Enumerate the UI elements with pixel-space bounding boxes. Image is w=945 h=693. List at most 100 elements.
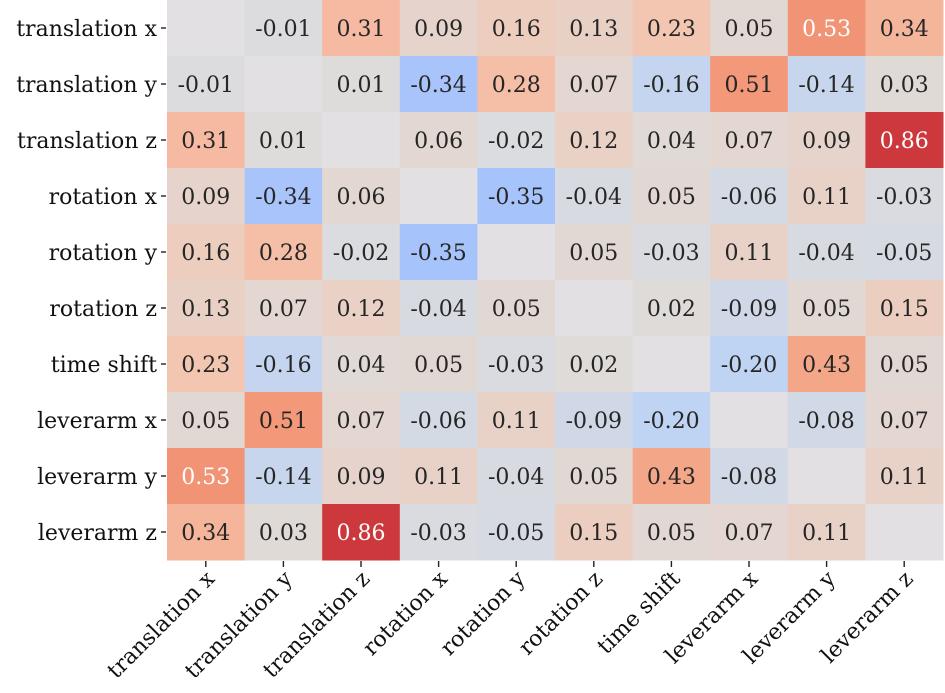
heatmap-cell bbox=[555, 448, 634, 505]
heatmap-cell bbox=[555, 224, 634, 281]
heatmap-cell bbox=[787, 112, 866, 169]
heatmap-cell-value: -0.14 bbox=[255, 465, 311, 490]
heatmap-cell bbox=[477, 280, 556, 337]
heatmap-cell bbox=[787, 336, 866, 393]
heatmap-cell-value: -0.09 bbox=[566, 409, 622, 434]
heatmap-cell-value: 0.05 bbox=[647, 521, 696, 546]
heatmap-cell-value: 0.31 bbox=[181, 129, 230, 154]
x-tick-label: rotation z bbox=[514, 567, 608, 661]
heatmap-cell bbox=[167, 448, 246, 505]
heatmap-cell-value: -0.35 bbox=[410, 241, 466, 266]
heatmap-cell-value: 0.11 bbox=[802, 185, 851, 210]
heatmap-cell bbox=[710, 336, 789, 393]
heatmap-cell bbox=[787, 392, 866, 449]
heatmap-cell bbox=[710, 224, 789, 281]
heatmap-cell-value: 0.05 bbox=[492, 297, 541, 322]
heatmap-cell-value: 0.03 bbox=[259, 521, 308, 546]
heatmap-cell bbox=[167, 112, 246, 169]
heatmap-cell-masked bbox=[322, 112, 401, 169]
heatmap-cell-masked bbox=[865, 504, 944, 561]
heatmap-cell-value: 0.05 bbox=[569, 241, 618, 266]
heatmap-cell-value: 0.05 bbox=[725, 17, 774, 42]
heatmap-cell bbox=[632, 504, 711, 561]
heatmap-cell-value: -0.14 bbox=[798, 73, 854, 98]
heatmap-cell bbox=[477, 0, 556, 57]
heatmap-cell-value: 0.02 bbox=[569, 353, 618, 378]
heatmap-cell-value: 0.51 bbox=[259, 409, 308, 434]
heatmap-cell bbox=[865, 0, 944, 57]
heatmap-cell bbox=[244, 224, 323, 281]
heatmap-cell-value: 0.43 bbox=[647, 465, 696, 490]
heatmap-cell-value: 0.12 bbox=[337, 297, 386, 322]
heatmap-cell-value: 0.12 bbox=[569, 129, 618, 154]
heatmap-cell bbox=[399, 392, 478, 449]
heatmap-cell-value: -0.03 bbox=[643, 241, 699, 266]
heatmap-cell-value: 0.05 bbox=[181, 409, 230, 434]
heatmap-cell-masked bbox=[632, 336, 711, 393]
heatmap-cell bbox=[710, 112, 789, 169]
heatmap-cell-value: -0.08 bbox=[798, 409, 854, 434]
heatmap-cell bbox=[322, 448, 401, 505]
heatmap-cell-value: -0.04 bbox=[488, 465, 544, 490]
heatmap-cell-value: -0.01 bbox=[255, 17, 311, 42]
heatmap-cell bbox=[632, 0, 711, 57]
heatmap-cell-value: 0.31 bbox=[337, 17, 386, 42]
heatmap-cell-value: 0.05 bbox=[802, 297, 851, 322]
heatmap-cell-value: 0.06 bbox=[414, 129, 463, 154]
heatmap-cell-value: -0.20 bbox=[721, 353, 777, 378]
heatmap-cell bbox=[167, 336, 246, 393]
heatmap-cell-value: 0.23 bbox=[181, 353, 230, 378]
heatmap-cell bbox=[322, 336, 401, 393]
heatmap-cell-value: 0.34 bbox=[880, 17, 929, 42]
x-tick-label: rotation y bbox=[436, 566, 531, 661]
heatmap-cell-value: 0.11 bbox=[492, 409, 541, 434]
heatmap-cell bbox=[632, 56, 711, 113]
heatmap-cell bbox=[399, 504, 478, 561]
y-tick-label: translation y bbox=[16, 73, 157, 98]
heatmap-cell bbox=[865, 448, 944, 505]
heatmap-cell bbox=[167, 392, 246, 449]
heatmap-cell-value: 0.07 bbox=[569, 73, 618, 98]
heatmap-cell-masked bbox=[399, 168, 478, 225]
heatmap-cell bbox=[710, 280, 789, 337]
heatmap-cell bbox=[865, 224, 944, 281]
heatmap-cell-value: 0.28 bbox=[492, 73, 541, 98]
heatmap-cell bbox=[322, 280, 401, 337]
y-tick-label: translation z bbox=[17, 129, 157, 154]
heatmap-cell bbox=[865, 280, 944, 337]
y-tick-label: rotation y bbox=[49, 241, 158, 266]
heatmap-cell bbox=[399, 0, 478, 57]
heatmap-cell-value: -0.02 bbox=[333, 241, 389, 266]
heatmap-cell bbox=[244, 280, 323, 337]
y-tick-label: rotation z bbox=[49, 297, 157, 322]
heatmap-cell-value: 0.07 bbox=[880, 409, 929, 434]
heatmap-cell-value: -0.04 bbox=[566, 185, 622, 210]
heatmap-cell-value: 0.09 bbox=[414, 17, 463, 42]
heatmap-cell bbox=[477, 392, 556, 449]
heatmap-cell bbox=[555, 168, 634, 225]
heatmap-cell-value: 0.86 bbox=[337, 521, 386, 546]
heatmap-cell-value: 0.05 bbox=[569, 465, 618, 490]
y-tick-label: leverarm z bbox=[38, 521, 157, 546]
heatmap-cell-value: -0.35 bbox=[488, 185, 544, 210]
heatmap-cell bbox=[787, 224, 866, 281]
heatmap-cell bbox=[244, 504, 323, 561]
heatmap-cell bbox=[399, 224, 478, 281]
heatmap-cell-value: -0.16 bbox=[643, 73, 699, 98]
heatmap-cell bbox=[865, 336, 944, 393]
heatmap-cell-value: -0.20 bbox=[643, 409, 699, 434]
heatmap-cell-value: -0.03 bbox=[488, 353, 544, 378]
heatmap-cell bbox=[244, 168, 323, 225]
heatmap-cell-value: 0.02 bbox=[647, 297, 696, 322]
heatmap-cell bbox=[477, 336, 556, 393]
heatmap-cell bbox=[787, 56, 866, 113]
heatmap-cell-value: 0.07 bbox=[725, 129, 774, 154]
heatmap-cell-value: -0.34 bbox=[255, 185, 311, 210]
y-tick-label: leverarm x bbox=[37, 409, 158, 434]
heatmap-cell-value: 0.04 bbox=[337, 353, 386, 378]
heatmap-cell bbox=[477, 112, 556, 169]
heatmap-cell bbox=[167, 280, 246, 337]
heatmap-cell-value: -0.05 bbox=[876, 241, 932, 266]
heatmap-cell-value: -0.08 bbox=[721, 465, 777, 490]
